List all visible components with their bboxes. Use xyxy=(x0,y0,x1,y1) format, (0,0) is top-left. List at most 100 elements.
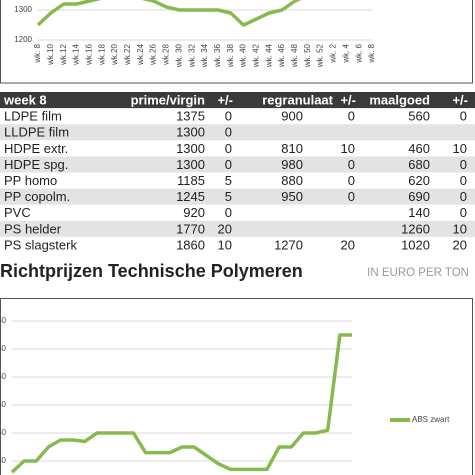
table-header-cell: maalgoed xyxy=(369,92,430,107)
table-cell: 0 xyxy=(225,157,232,172)
table-cell: 0 xyxy=(460,157,467,172)
x-tick-label: wk. 42 xyxy=(251,43,260,68)
table-cell: 0 xyxy=(460,109,467,124)
x-tick-label: wk.18 xyxy=(97,43,106,65)
section-title: Richtprijzen Technische Polymeren xyxy=(0,261,303,281)
table-cell: 10 xyxy=(341,141,355,156)
y-tick-label: 1850 xyxy=(0,400,7,409)
table-row-bg xyxy=(0,124,475,141)
x-tick-label: wk. 6 xyxy=(354,43,363,63)
x-tick-label: wk. 38 xyxy=(226,43,235,68)
x-tick-label: wk.26 xyxy=(149,43,158,65)
y-tick-label: 2150 xyxy=(0,316,7,325)
top-chart-frame xyxy=(0,0,473,84)
table-cell: 140 xyxy=(408,205,430,220)
table-cell: 20 xyxy=(341,237,355,252)
table-cell: PP copolm. xyxy=(4,189,70,204)
table-header-cell: +/- xyxy=(217,92,233,107)
table-cell: HDPE extr. xyxy=(4,141,68,156)
table-cell: 0 xyxy=(460,189,467,204)
table-cell: 1185 xyxy=(177,173,205,188)
x-tick-label: wk. 4 xyxy=(341,43,350,63)
table-cell: 0 xyxy=(460,205,467,220)
section-unit: IN EURO PER TON xyxy=(367,267,469,279)
table-cell: 690 xyxy=(408,189,430,204)
table-cell: 10 xyxy=(453,141,467,156)
data-line xyxy=(10,333,352,474)
x-tick-label: wk.10 xyxy=(46,43,55,65)
x-tick-label: wk. 52 xyxy=(316,43,325,68)
table-cell: 1375 xyxy=(176,109,205,124)
table-cell: 1260 xyxy=(401,221,430,236)
top-chart: 1200 1300 wk. 8 wk.10 wk.12 wk.14 wk.16 wk.18 wk… xyxy=(14,0,376,68)
bottom-chart: 1650 1750 1850 1950 2050 2150 ABS zwart xyxy=(0,316,450,474)
table-cell: 1300 xyxy=(176,141,205,156)
table-cell: 1300 xyxy=(176,125,205,140)
table-cell: 0 xyxy=(225,109,232,124)
table-cell: LDPE film xyxy=(4,109,62,124)
table-cell: 880 xyxy=(281,173,303,188)
x-tick-label: wk. 34 xyxy=(200,43,209,68)
table-cell: 10 xyxy=(218,237,232,252)
table-cell: 460 xyxy=(408,141,430,156)
x-tick-label: wk. 8 xyxy=(367,43,376,63)
table-cell: HDPE spg. xyxy=(4,157,68,172)
x-tick-label: wk. 48 xyxy=(290,43,299,68)
y-tick-label: 1200 xyxy=(14,35,32,44)
table-cell: 0 xyxy=(225,141,232,156)
table-cell: 950 xyxy=(281,189,303,204)
table-header-cell: week 8 xyxy=(3,92,47,107)
table-cell: 1270 xyxy=(274,237,303,252)
x-tick-label: wk. 46 xyxy=(277,43,286,68)
table-cell: 1245 xyxy=(176,189,205,204)
table-cell: 0 xyxy=(348,173,355,188)
x-tick-label: wk. 2 xyxy=(329,43,338,63)
y-tick-label: 1750 xyxy=(0,428,7,437)
legend-label: ABS zwart xyxy=(412,415,450,424)
table-header-bg xyxy=(0,92,475,109)
x-tick-label: wk. 44 xyxy=(264,43,273,68)
table-cell: 560 xyxy=(408,109,430,124)
x-tick-label: wk.12 xyxy=(59,43,68,65)
table-cell: PVC xyxy=(4,205,31,220)
table-cell: LLDPE film xyxy=(4,125,69,140)
y-tick-label: 1650 xyxy=(0,456,7,465)
x-tick-label: wk.16 xyxy=(84,43,93,65)
table-cell: 0 xyxy=(348,189,355,204)
table-header-cell: regranulaat xyxy=(262,92,333,107)
table-row-bg xyxy=(0,220,475,237)
table-cell: 0 xyxy=(225,205,232,220)
table-row-bg xyxy=(0,188,475,205)
y-tick-label: 2050 xyxy=(0,344,7,353)
table-cell: 0 xyxy=(460,173,467,188)
table-cell: 680 xyxy=(408,157,430,172)
price-table: week 8 prime/virgin +/- regranulaat +/- maalg… xyxy=(0,92,475,252)
table-cell: 900 xyxy=(281,109,303,124)
bottom-chart-frame xyxy=(0,298,473,475)
y-tick-label: 1950 xyxy=(0,372,7,381)
table-cell: 0 xyxy=(348,109,355,124)
table-cell: 1300 xyxy=(176,157,205,172)
table-cell: 0 xyxy=(225,125,232,140)
x-tick-label: wk. 32 xyxy=(187,43,196,68)
table-header-cell: prime/virgin xyxy=(131,92,205,107)
table-cell: PS slagsterk xyxy=(4,237,77,252)
y-tick-label: 1300 xyxy=(14,5,32,14)
x-tick-label: wk.28 xyxy=(162,43,171,65)
x-tick-label: wk. 30 xyxy=(174,43,183,68)
table-cell: 810 xyxy=(281,141,303,156)
table-cell: 10 xyxy=(453,221,467,236)
table-cell: 1020 xyxy=(401,237,430,252)
table-cell: PS helder xyxy=(4,221,62,236)
table-cell: 1860 xyxy=(176,237,205,252)
data-line xyxy=(36,0,302,27)
table-cell: 1770 xyxy=(176,221,205,236)
x-tick-label: wk. 50 xyxy=(303,43,312,68)
x-tick-label: wk.24 xyxy=(136,43,145,65)
table-header-cell: +/- xyxy=(340,92,356,107)
table-cell: 980 xyxy=(281,157,303,172)
table-cell: 920 xyxy=(183,205,205,220)
table-cell: 0 xyxy=(348,157,355,172)
